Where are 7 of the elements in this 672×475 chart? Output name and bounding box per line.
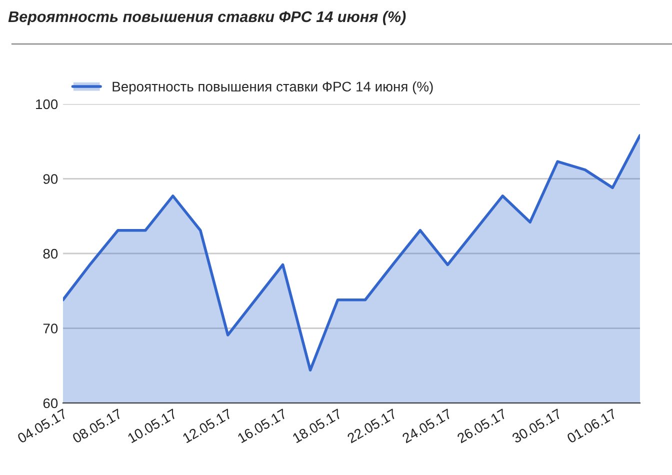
y-tick-label: 100 [36, 99, 58, 110]
y-tick-label: 70 [43, 324, 58, 334]
legend-label: Вероятность повышения ставки ФРС 14 июня (%) [112, 81, 433, 94]
chart-title: Вероятность повышения ставки ФРС 14 июня (%) [8, 10, 406, 26]
y-tick-label: 90 [43, 174, 58, 184]
y-tick-label: 80 [43, 248, 58, 259]
y-tick-label: 60 [43, 398, 58, 408]
